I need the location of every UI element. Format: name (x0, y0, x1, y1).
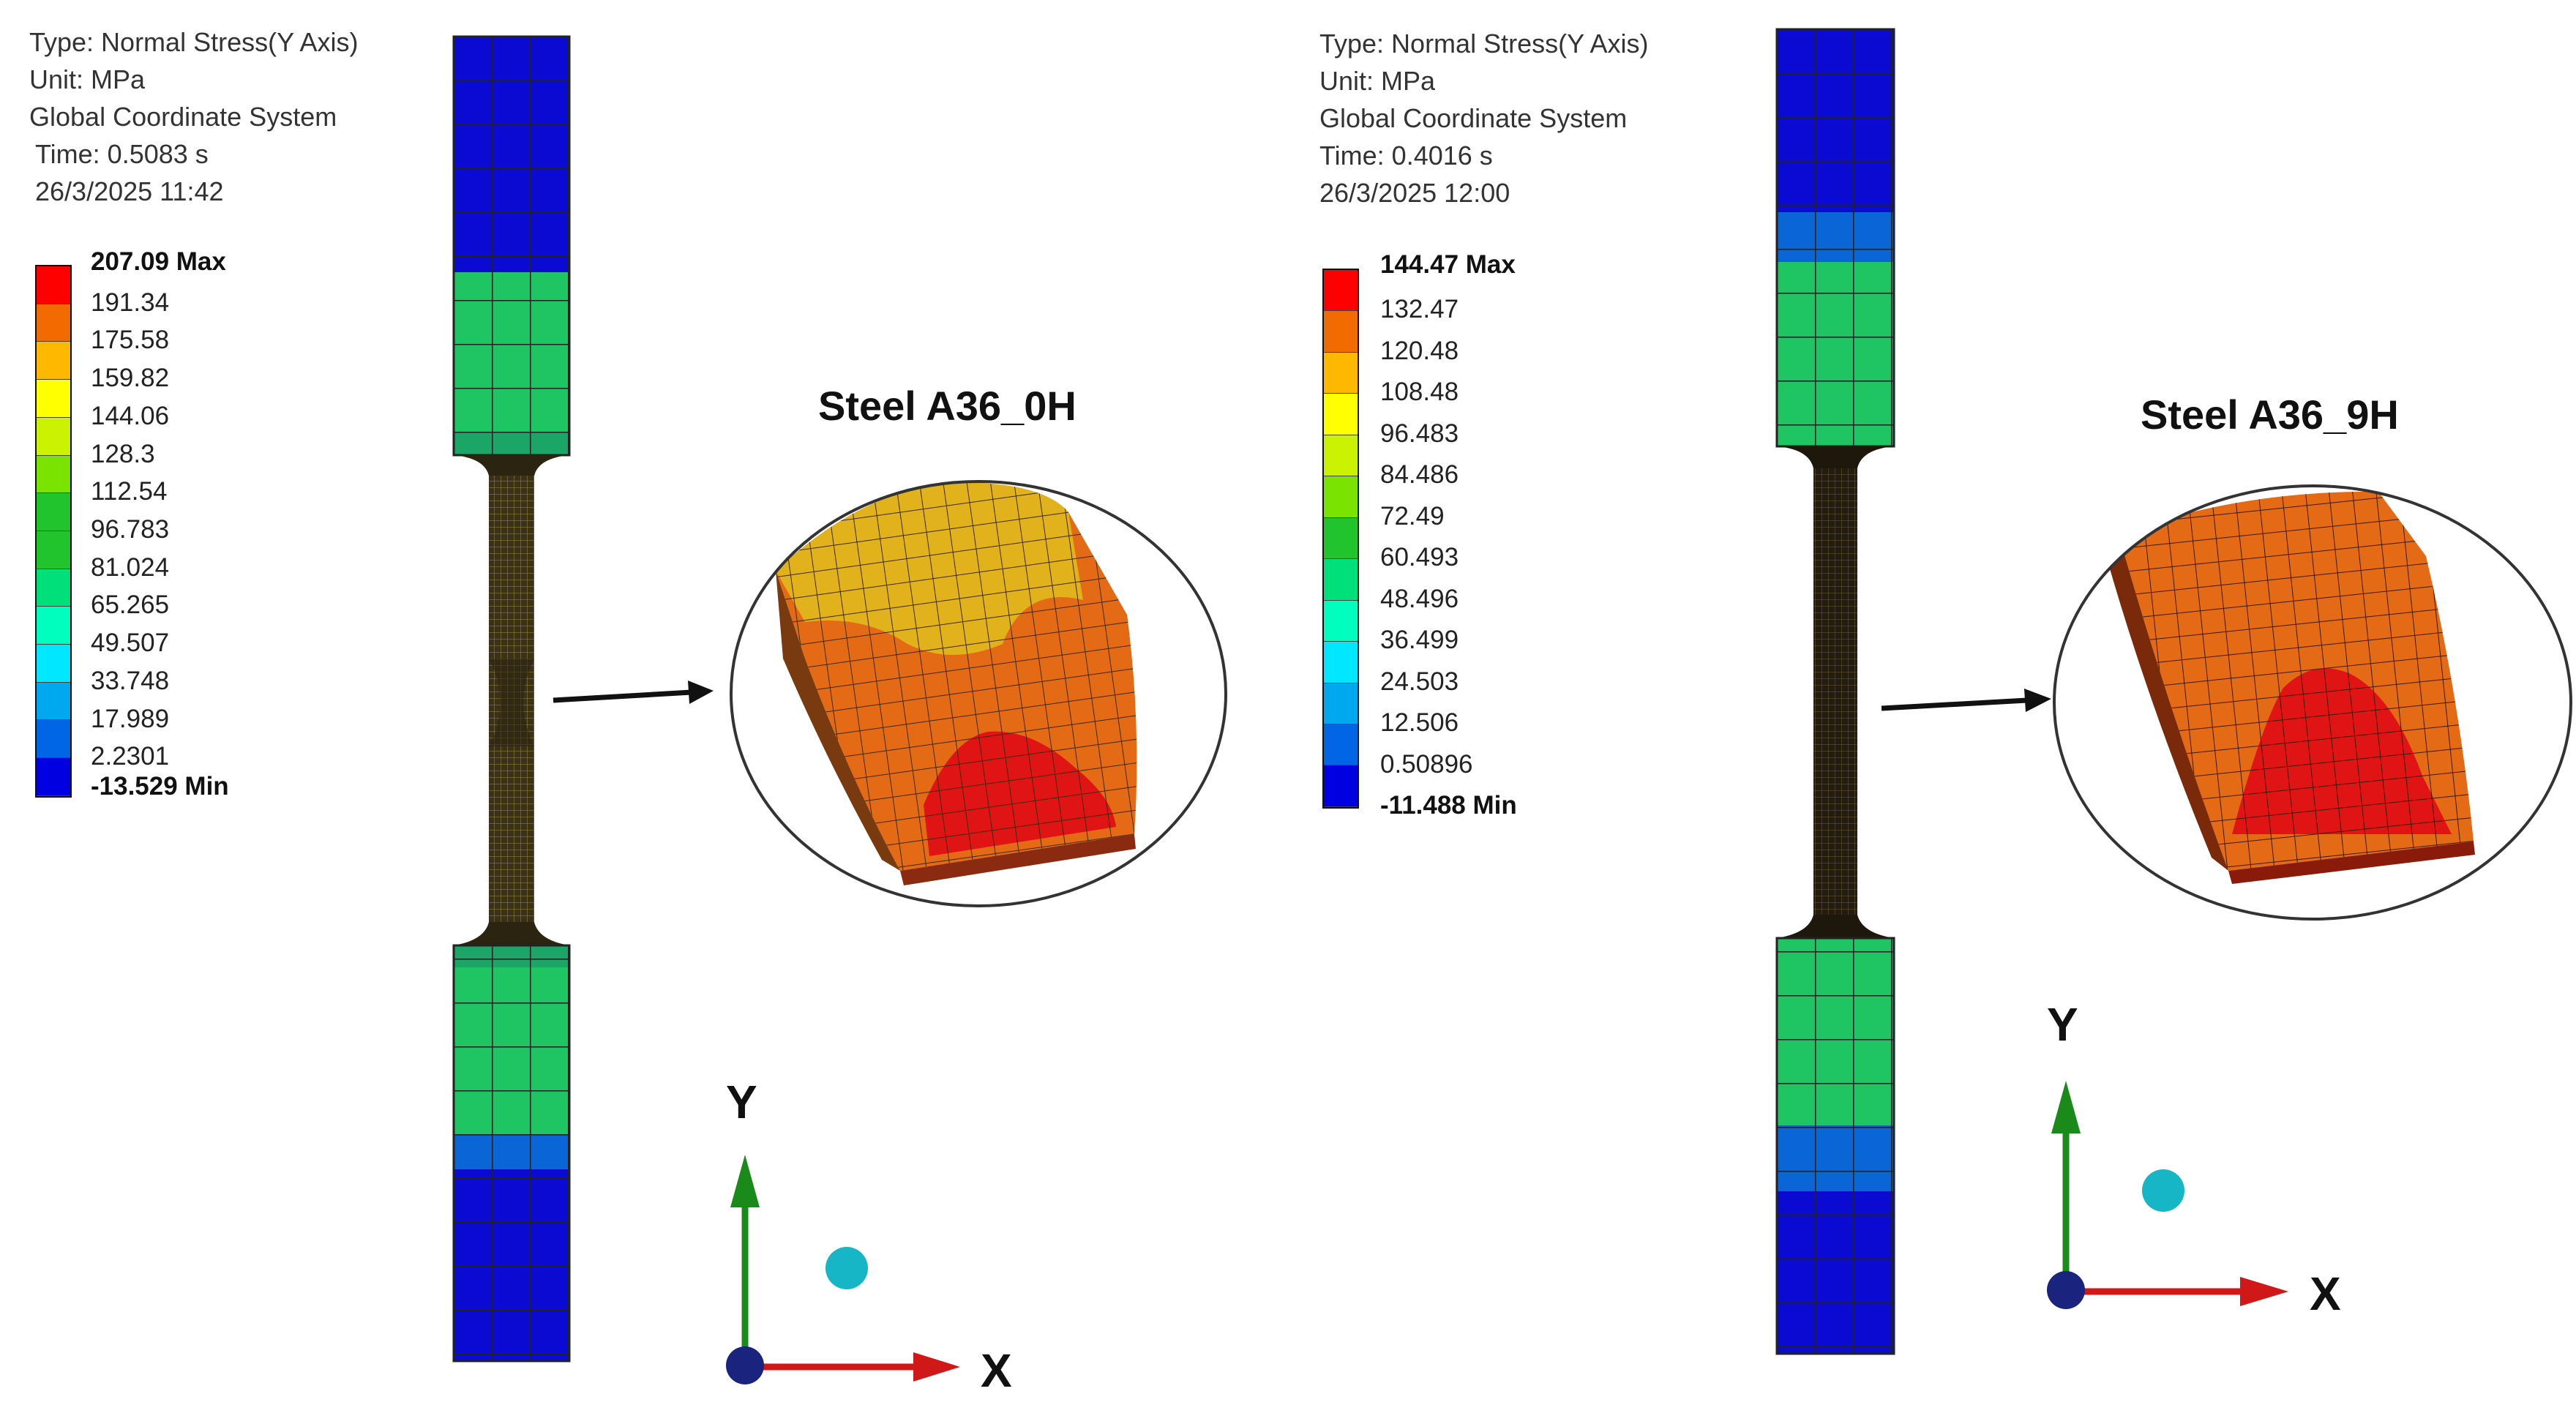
specimen-scene: Y X (452, 35, 1227, 1397)
legend-value-label: 120.48 (1380, 336, 1459, 365)
legend-value-label: 48.496 (1380, 584, 1459, 613)
legend-color-swatch (1324, 765, 1358, 807)
legend-color-swatch (37, 304, 70, 342)
specimen-top-grip (1775, 28, 1895, 448)
legend-value-label: 84.486 (1380, 460, 1459, 490)
legend-color-swatch (1324, 394, 1358, 435)
specimen-scene: Y X (1775, 28, 2572, 1355)
legend-value-label: 65.265 (91, 591, 170, 620)
specimen-bottom-grip (452, 944, 571, 1363)
legend-value-label: 33.748 (91, 666, 170, 695)
legend-color-swatch (1324, 642, 1358, 683)
legend-value-label: 17.989 (91, 704, 170, 733)
legend-color-swatch (37, 380, 70, 418)
legend-color-swatch (37, 569, 70, 607)
result-unit: Unit: MPa (29, 64, 146, 94)
legend-value-label: 108.48 (1380, 378, 1459, 407)
legend-value-label: 159.82 (91, 364, 170, 393)
legend-color-swatch (37, 342, 70, 381)
legend-color-swatch (1324, 476, 1358, 518)
coordinate-system: Global Coordinate System (29, 102, 337, 132)
legend-color-swatch (37, 645, 70, 683)
legend-value-label: 112.54 (91, 477, 168, 506)
probe-dot (825, 1247, 868, 1289)
legend-value-label: 49.507 (91, 629, 170, 658)
result-time: Time: 0.5083 s (35, 139, 209, 169)
legend-color-swatch (1324, 683, 1358, 724)
result-type: Type: Normal Stress(Y Axis) (29, 27, 359, 57)
y-axis-label: Y (726, 1076, 757, 1128)
color-legend-bar (1322, 269, 1359, 809)
legend-value-label: 128.3 (91, 439, 155, 468)
legend-color-swatch (37, 607, 70, 645)
legend-color-swatch (37, 266, 70, 304)
result-date: 26/3/2025 12:00 (1319, 178, 1510, 208)
origin-dot (2047, 1271, 2085, 1309)
result-type: Type: Normal Stress(Y Axis) (1319, 29, 1649, 59)
specimen-neck (454, 455, 569, 945)
legend-color-swatch (1324, 435, 1358, 477)
legend-min-label: -11.488 Min (1380, 791, 1517, 820)
y-axis-label: Y (2047, 998, 2078, 1051)
legend-value-label: 2.2301 (91, 742, 170, 771)
coordinate-triad: Y X (726, 1076, 1012, 1397)
legend-value-label: 96.783 (91, 515, 170, 544)
legend-color-swatch (1324, 352, 1358, 394)
legend-color-swatch (1324, 270, 1358, 312)
x-axis-label: X (2310, 1267, 2341, 1320)
legend-value-label: 96.483 (1380, 419, 1459, 448)
result-time: Time: 0.4016 s (1319, 140, 1493, 170)
legend-color-swatch (37, 758, 70, 796)
result-info: Type: Normal Stress(Y Axis) Unit: MPa Gl… (29, 23, 358, 210)
legend-color-swatch (37, 417, 70, 456)
legend-value-label: 72.49 (1380, 501, 1445, 531)
legend-value-label: 132.47 (1380, 295, 1459, 324)
probe-dot (2142, 1169, 2184, 1212)
result-panel-right: Type: Normal Stress(Y Axis) Unit: MPa Gl… (1288, 0, 2576, 1413)
zoom-pointer-arrow (1881, 689, 2051, 712)
legend-value-label: 0.50896 (1380, 749, 1473, 779)
specimen-title: Steel A36_9H (2141, 391, 2399, 438)
legend-value-label: 175.58 (91, 326, 170, 355)
legend-color-swatch (37, 493, 70, 531)
result-info: Type: Normal Stress(Y Axis) Unit: MPa Gl… (1319, 25, 1648, 211)
zoom-detail (730, 480, 1227, 907)
legend-color-swatch (1324, 600, 1358, 642)
legend-value-label: 24.503 (1380, 667, 1459, 696)
specimen-bottom-grip (1775, 937, 1895, 1355)
legend-color-swatch (37, 455, 70, 494)
legend-color-swatch (1324, 311, 1358, 353)
legend-color-swatch (1324, 559, 1358, 601)
legend-color-swatch (1324, 724, 1358, 766)
legend-value-label: 81.024 (91, 552, 170, 582)
legend-value-label: 60.493 (1380, 543, 1459, 572)
legend-color-swatch (1324, 517, 1358, 560)
legend-value-label: 12.506 (1380, 708, 1459, 738)
legend-max-label: 207.09 Max (91, 247, 226, 276)
legend-color-swatch (37, 682, 70, 721)
zoom-detail (2053, 484, 2572, 921)
result-panel-left: Type: Normal Stress(Y Axis) Unit: MPa Gl… (29, 23, 1227, 1397)
specimen-title: Steel A36_0H (818, 383, 1077, 429)
legend-color-swatch (37, 720, 70, 759)
coordinate-system: Global Coordinate System (1319, 103, 1628, 133)
result-unit: Unit: MPa (1319, 66, 1436, 96)
legend-value-label: 36.499 (1380, 626, 1459, 655)
color-legend-bar (35, 265, 72, 798)
coordinate-triad: Y X (2047, 998, 2341, 1320)
origin-dot (726, 1346, 764, 1384)
legend-min-label: -13.529 Min (91, 772, 229, 801)
zoom-pointer-arrow (553, 681, 714, 704)
legend-color-swatch (37, 531, 70, 569)
legend-max-label: 144.47 Max (1380, 250, 1516, 279)
specimen-top-grip (452, 35, 571, 457)
legend-value-label: 144.06 (91, 401, 170, 430)
x-axis-label: X (981, 1344, 1012, 1397)
specimen-neck (1777, 446, 1894, 938)
result-date: 26/3/2025 11:42 (35, 176, 224, 206)
legend-value-label: 191.34 (91, 288, 170, 317)
